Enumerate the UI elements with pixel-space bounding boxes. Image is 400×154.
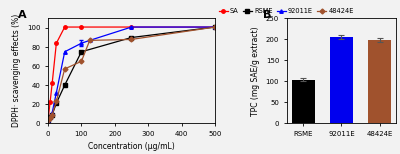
SA [48,101,52,103]
SA [212,26,217,28]
RSME [50,114,54,116]
92011E [129,26,134,28]
92011E [54,92,59,94]
SA [50,82,54,84]
RSME [79,51,84,53]
92011E [87,39,92,41]
RSME [54,102,59,104]
Bar [368,40,391,123]
Line: RSME: RSME [46,25,217,122]
92011E [62,51,67,53]
SA [54,42,59,44]
SA [62,26,67,28]
48424E [212,26,217,28]
92011E [212,26,217,28]
RSME [212,26,217,28]
Line: SA: SA [46,25,217,122]
48424E [79,60,84,62]
92011E [79,42,84,44]
Text: A: A [18,10,26,20]
48424E [48,118,52,119]
48424E [46,119,50,121]
Line: 48424E: 48424E [46,25,217,122]
Legend: SA, RSME, 92011E, 48424E: SA, RSME, 92011E, 48424E [219,8,354,14]
48424E [62,68,67,70]
Bar [330,37,353,123]
SA [46,119,50,121]
RSME [46,119,50,121]
X-axis label: Concentration (μg/mL): Concentration (μg/mL) [88,142,175,151]
92011E [50,112,54,114]
SA [129,26,134,28]
Text: B: B [263,10,271,20]
RSME [129,37,134,38]
RSME [62,84,67,86]
48424E [129,38,134,40]
48424E [87,39,92,41]
92011E [46,119,50,121]
48424E [54,100,59,102]
SA [79,26,84,28]
RSME [48,117,52,118]
Line: 92011E: 92011E [46,25,217,122]
Bar [292,80,315,123]
48424E [50,114,54,116]
Y-axis label: TPC (mg SAE/g extract): TPC (mg SAE/g extract) [251,26,260,116]
Y-axis label: DPPH· scavenging effects (%): DPPH· scavenging effects (%) [12,14,21,128]
92011E [48,117,52,118]
